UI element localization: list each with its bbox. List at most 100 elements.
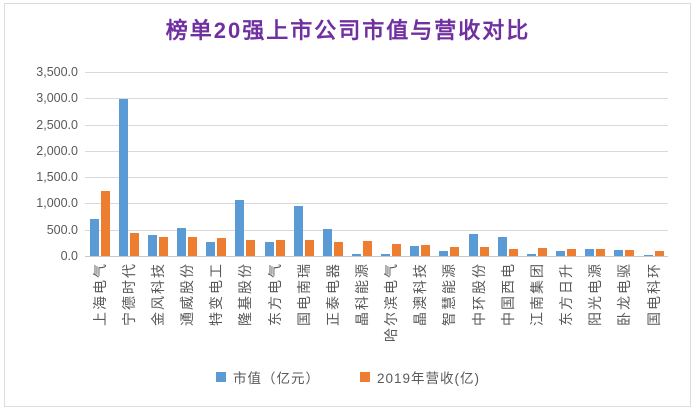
bar bbox=[526, 254, 536, 256]
bar bbox=[89, 218, 99, 256]
x-label-column: 正泰电器 bbox=[318, 262, 347, 362]
gridline bbox=[85, 203, 668, 205]
legend-label: 市值（亿元） bbox=[232, 371, 320, 386]
bar-group bbox=[260, 72, 289, 256]
bar-group bbox=[114, 72, 143, 256]
bar-group bbox=[318, 72, 347, 256]
bar bbox=[410, 245, 420, 256]
y-axis: 3,500.0 3,000.0 2,500.0 2,000.0 1,500.0 1,000… bbox=[0, 65, 78, 263]
bar bbox=[147, 234, 157, 256]
bar bbox=[381, 253, 391, 256]
x-label-column: 隆基股份 bbox=[231, 262, 260, 362]
bar-group bbox=[85, 72, 114, 256]
bar bbox=[177, 228, 187, 256]
bar bbox=[100, 190, 110, 256]
y-tick-label: 0.0 bbox=[60, 249, 78, 263]
bar bbox=[625, 249, 635, 256]
bar bbox=[537, 248, 547, 256]
x-label-column: 金风科技 bbox=[143, 262, 172, 362]
bar-group bbox=[231, 72, 260, 256]
bar bbox=[304, 240, 314, 256]
gridline bbox=[85, 150, 668, 152]
bar bbox=[439, 251, 449, 256]
x-category-label: 阳光电源 bbox=[587, 262, 604, 326]
x-label-column: 卧龙电驱 bbox=[610, 262, 639, 362]
legend: 市值（亿元） 2019年营收(亿) bbox=[0, 367, 696, 387]
x-label-column: 东方日升 bbox=[552, 262, 581, 362]
x-category-label: 宁德时代 bbox=[120, 262, 137, 326]
x-label-column: 特变电工 bbox=[202, 262, 231, 362]
bar bbox=[158, 236, 168, 256]
bar bbox=[275, 239, 285, 256]
x-category-label: 上海电气 bbox=[91, 262, 108, 326]
x-category-label: 哈尔滨电气 bbox=[383, 262, 400, 342]
bar-group bbox=[406, 72, 435, 256]
bar-group bbox=[202, 72, 231, 256]
x-category-label: 特变电工 bbox=[208, 262, 225, 326]
y-tick-label: 1,000.0 bbox=[36, 196, 78, 211]
x-label-column: 东方电气 bbox=[260, 262, 289, 362]
bar-group bbox=[610, 72, 639, 256]
bar bbox=[129, 232, 139, 256]
bar bbox=[188, 236, 198, 256]
gridline bbox=[85, 229, 668, 231]
bar bbox=[206, 241, 216, 256]
bar-group bbox=[143, 72, 172, 256]
bar-group bbox=[172, 72, 201, 256]
y-tick-label: 1,500.0 bbox=[36, 170, 78, 185]
bar-group bbox=[347, 72, 376, 256]
plot-area bbox=[85, 72, 668, 257]
bar bbox=[246, 239, 256, 256]
x-label-column: 中国西电 bbox=[493, 262, 522, 362]
bar-group bbox=[435, 72, 464, 256]
bar-group bbox=[377, 72, 406, 256]
x-label-column: 通威股份 bbox=[172, 262, 201, 362]
x-label-column: 国电南瑞 bbox=[289, 262, 318, 362]
bars-container bbox=[85, 72, 668, 256]
y-tick-label: 3,500.0 bbox=[36, 65, 78, 79]
bar bbox=[468, 233, 478, 256]
bar-group bbox=[639, 72, 668, 256]
x-label-column: 哈尔滨电气 bbox=[377, 262, 406, 362]
bar bbox=[585, 249, 595, 256]
bar bbox=[497, 237, 507, 256]
bar bbox=[479, 247, 489, 256]
bar bbox=[508, 248, 518, 256]
x-category-label: 国电南瑞 bbox=[295, 262, 312, 326]
bar bbox=[322, 228, 332, 256]
x-label-column: 智慧能源 bbox=[435, 262, 464, 362]
x-category-label: 卧龙电驱 bbox=[616, 262, 633, 326]
x-category-label: 中环股份 bbox=[470, 262, 487, 326]
bar bbox=[654, 251, 664, 256]
x-axis: 上海电气 宁德时代 金风科技 通威股份 特变电工 隆基股份 东方电气 国电南瑞 正泰电器 晶科能源… bbox=[85, 262, 668, 362]
bar bbox=[596, 249, 606, 256]
x-category-label: 东方电气 bbox=[266, 262, 283, 326]
x-category-label: 智慧能源 bbox=[441, 262, 458, 326]
bar bbox=[643, 254, 653, 256]
bar-group bbox=[289, 72, 318, 256]
x-label-column: 阳光电源 bbox=[581, 262, 610, 362]
x-label-column: 国电科环 bbox=[639, 262, 668, 362]
bar bbox=[293, 205, 303, 256]
x-label-column: 上海电气 bbox=[85, 262, 114, 362]
x-category-label: 金风科技 bbox=[149, 262, 166, 326]
bar bbox=[614, 249, 624, 256]
x-category-label: 隆基股份 bbox=[237, 262, 254, 326]
x-category-label: 通威股份 bbox=[179, 262, 196, 326]
bar-group bbox=[581, 72, 610, 256]
chart-title: 榜单20强上市公司市值与营收对比 bbox=[165, 18, 531, 43]
bar bbox=[421, 245, 431, 256]
y-tick-label: 2,000.0 bbox=[36, 143, 78, 158]
legend-label: 2019年营收(亿) bbox=[376, 371, 481, 386]
gridline bbox=[85, 124, 668, 126]
x-label-column: 晶科能源 bbox=[347, 262, 376, 362]
x-category-label: 东方日升 bbox=[558, 262, 575, 326]
x-category-label: 晶澳科技 bbox=[412, 262, 429, 326]
x-category-label: 国电科环 bbox=[645, 262, 662, 326]
gridline bbox=[85, 98, 668, 100]
bar-group bbox=[493, 72, 522, 256]
x-category-label: 江南集团 bbox=[528, 262, 545, 326]
bar bbox=[333, 241, 343, 256]
bar bbox=[264, 241, 274, 256]
